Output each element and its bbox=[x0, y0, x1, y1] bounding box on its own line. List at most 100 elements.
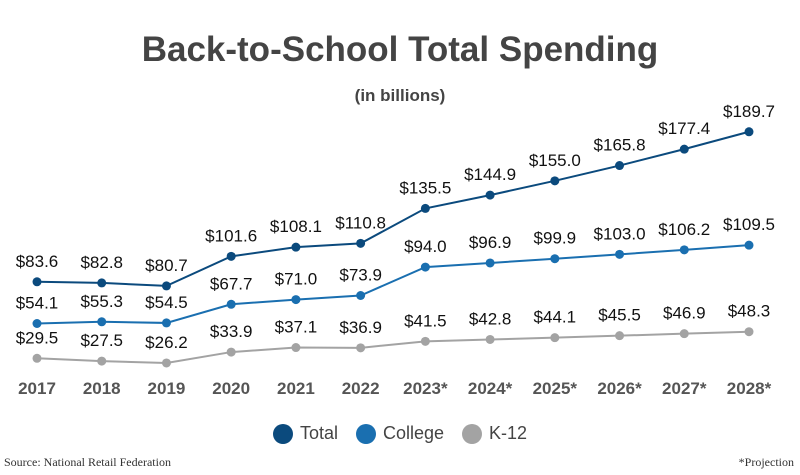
data-point bbox=[97, 278, 107, 288]
data-label: $106.2 bbox=[658, 220, 710, 239]
x-tick-label: 2023* bbox=[403, 379, 448, 398]
data-label: $37.1 bbox=[275, 318, 318, 337]
data-point bbox=[161, 358, 171, 368]
data-point bbox=[485, 258, 495, 268]
data-point bbox=[420, 203, 430, 213]
data-label: $135.5 bbox=[399, 178, 451, 197]
data-label: $27.5 bbox=[80, 331, 123, 350]
data-label: $29.5 bbox=[16, 328, 59, 347]
data-label: $155.0 bbox=[529, 151, 581, 170]
data-label: $144.9 bbox=[464, 165, 516, 184]
data-point bbox=[679, 144, 689, 154]
legend-item-total: Total bbox=[272, 423, 338, 444]
data-label: $54.1 bbox=[16, 294, 59, 313]
data-label: $54.5 bbox=[145, 293, 188, 312]
data-label: $165.8 bbox=[594, 136, 646, 155]
data-point bbox=[485, 190, 495, 200]
data-label: $55.3 bbox=[80, 292, 123, 311]
legend-label: Total bbox=[299, 423, 338, 443]
data-point bbox=[356, 343, 366, 353]
data-point bbox=[291, 295, 301, 305]
legend-swatch bbox=[355, 423, 376, 444]
data-point bbox=[420, 262, 430, 272]
data-label: $189.7 bbox=[723, 102, 775, 121]
series-line-total bbox=[36, 130, 750, 287]
x-tick-label: 2024* bbox=[468, 379, 513, 398]
data-point bbox=[32, 277, 42, 287]
chart-title: Back-to-School Total Spending bbox=[141, 30, 659, 69]
data-point bbox=[291, 343, 301, 353]
data-point bbox=[550, 333, 560, 343]
data-point bbox=[32, 319, 42, 329]
data-label: $103.0 bbox=[594, 224, 646, 243]
data-point bbox=[97, 356, 107, 366]
data-label: $46.9 bbox=[663, 304, 706, 323]
data-point bbox=[356, 238, 366, 248]
legend: Total College K-12 bbox=[0, 423, 800, 444]
data-label: $67.7 bbox=[210, 274, 253, 293]
chart-subtitle: (in billions) bbox=[354, 86, 446, 105]
data-point bbox=[226, 299, 236, 309]
data-point bbox=[615, 249, 625, 259]
source-note: Source: National Retail Federation bbox=[4, 455, 171, 469]
data-label: $33.9 bbox=[210, 322, 253, 341]
data-label: $94.0 bbox=[404, 237, 447, 256]
data-point bbox=[679, 329, 689, 339]
x-tick-label: 2018 bbox=[83, 379, 121, 398]
data-label: $36.9 bbox=[339, 318, 382, 337]
data-label: $26.2 bbox=[145, 333, 188, 352]
x-tick-label: 2026* bbox=[597, 379, 642, 398]
data-point bbox=[485, 334, 495, 344]
series-line-k-12 bbox=[36, 330, 750, 364]
data-label: $109.5 bbox=[723, 215, 775, 234]
legend-swatch bbox=[272, 423, 293, 444]
data-point bbox=[615, 161, 625, 171]
data-point bbox=[679, 245, 689, 255]
data-label: $45.5 bbox=[598, 306, 641, 325]
x-tick-label: 2017 bbox=[18, 379, 56, 398]
data-label: $41.5 bbox=[404, 311, 447, 330]
data-point bbox=[744, 127, 754, 137]
data-point bbox=[550, 176, 560, 186]
data-label: $110.8 bbox=[335, 213, 386, 232]
data-label: $99.9 bbox=[534, 229, 577, 248]
x-tick-label: 2027* bbox=[662, 379, 707, 398]
data-label: $82.8 bbox=[80, 253, 123, 272]
x-tick-label: 2022 bbox=[342, 379, 380, 398]
x-tick-label: 2019 bbox=[148, 379, 186, 398]
data-label: $101.6 bbox=[205, 226, 257, 245]
x-tick-label: 2028* bbox=[727, 379, 772, 398]
projection-note: *Projection bbox=[738, 455, 794, 469]
data-point bbox=[291, 242, 301, 252]
data-label: $177.4 bbox=[658, 119, 710, 138]
data-point bbox=[550, 254, 560, 264]
data-label: $73.9 bbox=[339, 266, 382, 285]
legend-swatch bbox=[462, 423, 483, 444]
legend-item-college: College bbox=[355, 423, 445, 444]
data-label: $42.8 bbox=[469, 309, 512, 328]
data-point bbox=[161, 281, 171, 291]
legend-item-k12: K-12 bbox=[462, 423, 527, 444]
legend-label: College bbox=[382, 423, 445, 443]
data-point bbox=[420, 336, 430, 346]
x-tick-label: 2025* bbox=[533, 379, 578, 398]
data-point bbox=[226, 251, 236, 261]
data-point bbox=[356, 291, 366, 301]
data-label: $44.1 bbox=[534, 308, 577, 327]
legend-label: K-12 bbox=[489, 423, 528, 443]
data-label: $80.7 bbox=[145, 256, 188, 275]
data-point bbox=[744, 327, 754, 337]
data-label: $108.1 bbox=[270, 217, 322, 236]
data-label: $71.0 bbox=[275, 270, 318, 289]
data-point bbox=[97, 317, 107, 327]
data-point bbox=[161, 318, 171, 328]
x-tick-label: 2020 bbox=[212, 379, 250, 398]
data-point bbox=[32, 353, 42, 363]
series-line-college bbox=[36, 244, 750, 325]
x-tick-label: 2021 bbox=[277, 379, 315, 398]
data-label: $83.6 bbox=[16, 252, 59, 271]
data-label: $96.9 bbox=[469, 233, 512, 252]
data-point bbox=[226, 347, 236, 357]
